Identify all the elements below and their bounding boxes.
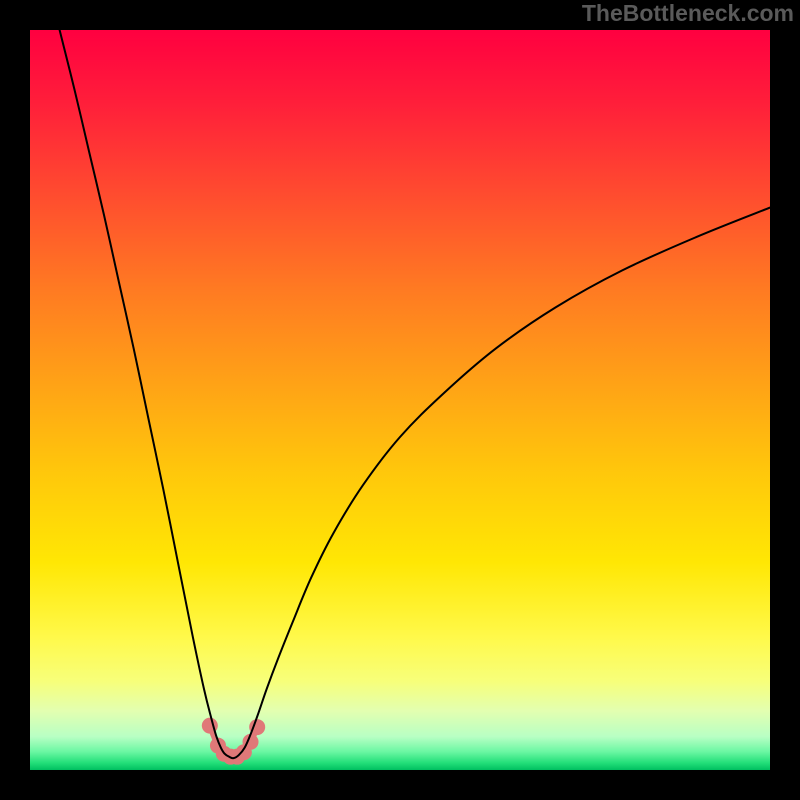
plot-area xyxy=(30,30,770,770)
bottleneck-chart xyxy=(0,0,800,800)
chart-stage: TheBottleneck.com xyxy=(0,0,800,800)
